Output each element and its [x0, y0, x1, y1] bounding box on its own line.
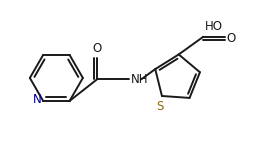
- Text: O: O: [93, 42, 102, 55]
- Text: N: N: [32, 93, 41, 106]
- Text: S: S: [156, 100, 164, 113]
- Text: NH: NH: [131, 73, 148, 86]
- Text: O: O: [227, 32, 236, 45]
- Text: HO: HO: [205, 20, 223, 33]
